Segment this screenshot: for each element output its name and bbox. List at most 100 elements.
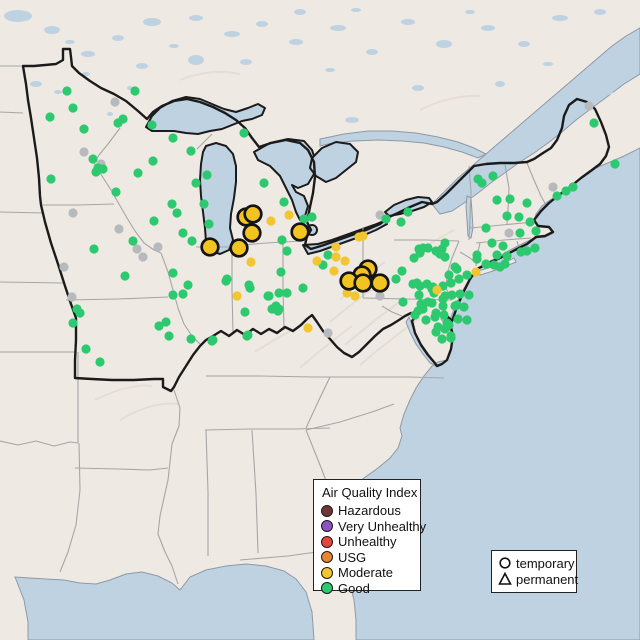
aqi-marker-good-permanent[interactable] xyxy=(531,226,541,236)
aqi-marker-good-permanent[interactable] xyxy=(450,262,460,272)
aqi-marker-good-permanent[interactable] xyxy=(610,159,620,169)
aqi-marker-good-permanent[interactable] xyxy=(172,208,182,218)
aqi-marker-no-data-permanent[interactable] xyxy=(114,224,124,234)
aqi-marker-no-data-permanent[interactable] xyxy=(68,208,78,218)
aqi-marker-good-permanent[interactable] xyxy=(431,308,441,318)
aqi-marker-good-permanent[interactable] xyxy=(149,216,159,226)
aqi-marker-good-permanent[interactable] xyxy=(492,195,502,205)
aqi-marker-good-permanent[interactable] xyxy=(62,86,72,96)
aqi-marker-good-permanent[interactable] xyxy=(221,276,231,286)
aqi-marker-moderate-permanent[interactable] xyxy=(312,256,322,266)
aqi-marker-moderate-permanent[interactable] xyxy=(303,323,313,333)
aqi-marker-good-permanent[interactable] xyxy=(473,174,483,184)
aqi-marker-good-permanent[interactable] xyxy=(459,302,469,312)
aqi-marker-no-data-permanent[interactable] xyxy=(67,292,77,302)
aqi-marker-good-permanent[interactable] xyxy=(282,288,292,298)
aqi-marker-good-permanent[interactable] xyxy=(186,146,196,156)
aqi-marker-no-data-permanent[interactable] xyxy=(132,244,142,254)
aqi-marker-good-permanent[interactable] xyxy=(299,214,309,224)
aqi-marker-good-permanent[interactable] xyxy=(397,266,407,276)
aqi-marker-good-permanent[interactable] xyxy=(239,128,249,138)
aqi-marker-good-permanent[interactable] xyxy=(453,314,463,324)
aqi-marker-good-permanent[interactable] xyxy=(120,271,130,281)
aqi-marker-good-permanent[interactable] xyxy=(464,290,474,300)
aqi-marker-good-permanent[interactable] xyxy=(88,154,98,164)
aqi-marker-good-permanent[interactable] xyxy=(398,297,408,307)
aqi-marker-good-permanent[interactable] xyxy=(414,290,424,300)
aqi-marker-good-permanent[interactable] xyxy=(307,212,317,222)
aqi-marker-moderate-permanent[interactable] xyxy=(331,242,341,252)
aqi-marker-moderate-permanent[interactable] xyxy=(232,291,242,301)
aqi-marker-good-permanent[interactable] xyxy=(178,228,188,238)
aqi-marker-good-permanent[interactable] xyxy=(245,283,255,293)
aqi-marker-good-permanent[interactable] xyxy=(79,124,89,134)
aqi-marker-good-permanent[interactable] xyxy=(530,243,540,253)
aqi-marker-good-permanent[interactable] xyxy=(444,270,454,280)
aqi-markers-layer[interactable] xyxy=(45,86,620,367)
aqi-marker-no-data-permanent[interactable] xyxy=(59,262,69,272)
aqi-marker-good-permanent[interactable] xyxy=(502,251,512,261)
aqi-marker-good-permanent[interactable] xyxy=(273,306,283,316)
aqi-marker-good-permanent[interactable] xyxy=(481,223,491,233)
aqi-marker-no-data-permanent[interactable] xyxy=(548,182,558,192)
aqi-marker-good-permanent[interactable] xyxy=(410,310,420,320)
aqi-marker-no-data-permanent[interactable] xyxy=(138,252,148,262)
aqi-marker-good-permanent[interactable] xyxy=(472,254,482,264)
aqi-marker-good-permanent[interactable] xyxy=(422,279,432,289)
aqi-marker-good-permanent[interactable] xyxy=(502,211,512,221)
aqi-marker-good-permanent[interactable] xyxy=(437,334,447,344)
aqi-marker-good-permanent[interactable] xyxy=(440,238,450,248)
aqi-marker-good-permanent[interactable] xyxy=(128,236,138,246)
aqi-marker-good-permanent[interactable] xyxy=(148,156,158,166)
aqi-marker-good-permanent[interactable] xyxy=(68,103,78,113)
aqi-marker-good-permanent[interactable] xyxy=(396,217,406,227)
aqi-marker-good-permanent[interactable] xyxy=(447,290,457,300)
aqi-marker-good-permanent[interactable] xyxy=(552,191,562,201)
aqi-marker-moderate-permanent[interactable] xyxy=(471,267,481,277)
aqi-marker-good-permanent[interactable] xyxy=(446,333,456,343)
aqi-marker-good-permanent[interactable] xyxy=(492,250,502,260)
aqi-marker-moderate-permanent[interactable] xyxy=(284,210,294,220)
aqi-marker-good-permanent[interactable] xyxy=(133,168,143,178)
aqi-marker-good-permanent[interactable] xyxy=(202,170,212,180)
aqi-marker-good-permanent[interactable] xyxy=(147,120,157,130)
aqi-marker-good-permanent[interactable] xyxy=(391,274,401,284)
aqi-marker-good-permanent[interactable] xyxy=(525,217,535,227)
aqi-marker-good-permanent[interactable] xyxy=(274,288,284,298)
aqi-marker-good-permanent[interactable] xyxy=(418,304,428,314)
aqi-marker-moderate-temporary[interactable] xyxy=(370,273,390,293)
aqi-marker-good-permanent[interactable] xyxy=(199,199,209,209)
aqi-marker-good-permanent[interactable] xyxy=(89,244,99,254)
aqi-marker-good-permanent[interactable] xyxy=(111,187,121,197)
aqi-marker-good-permanent[interactable] xyxy=(505,194,515,204)
aqi-marker-good-permanent[interactable] xyxy=(561,186,571,196)
aqi-marker-good-permanent[interactable] xyxy=(421,315,431,325)
aqi-marker-good-permanent[interactable] xyxy=(168,290,178,300)
aqi-marker-good-permanent[interactable] xyxy=(487,238,497,248)
aqi-marker-good-permanent[interactable] xyxy=(568,182,578,192)
aqi-marker-good-permanent[interactable] xyxy=(161,317,171,327)
aqi-marker-good-permanent[interactable] xyxy=(118,114,128,124)
aqi-marker-good-permanent[interactable] xyxy=(438,294,448,304)
aqi-marker-good-permanent[interactable] xyxy=(168,268,178,278)
aqi-marker-good-permanent[interactable] xyxy=(498,241,508,251)
aqi-marker-moderate-permanent[interactable] xyxy=(329,266,339,276)
aqi-marker-good-permanent[interactable] xyxy=(168,133,178,143)
aqi-marker-no-data-permanent[interactable] xyxy=(375,291,385,301)
aqi-marker-moderate-permanent[interactable] xyxy=(342,288,352,298)
aqi-marker-good-permanent[interactable] xyxy=(279,197,289,207)
aqi-marker-good-permanent[interactable] xyxy=(522,198,532,208)
aqi-marker-good-permanent[interactable] xyxy=(462,315,472,325)
aqi-marker-good-permanent[interactable] xyxy=(438,301,448,311)
aqi-marker-good-permanent[interactable] xyxy=(81,344,91,354)
aqi-marker-good-permanent[interactable] xyxy=(98,164,108,174)
aqi-marker-no-data-permanent[interactable] xyxy=(504,228,514,238)
aqi-marker-good-permanent[interactable] xyxy=(68,318,78,328)
aqi-marker-good-permanent[interactable] xyxy=(515,228,525,238)
aqi-marker-moderate-temporary[interactable] xyxy=(243,204,263,224)
aqi-marker-good-permanent[interactable] xyxy=(298,283,308,293)
aqi-marker-good-permanent[interactable] xyxy=(446,278,456,288)
aqi-marker-good-permanent[interactable] xyxy=(323,250,333,260)
aqi-marker-moderate-temporary[interactable] xyxy=(242,223,262,243)
aqi-marker-good-permanent[interactable] xyxy=(435,249,445,259)
